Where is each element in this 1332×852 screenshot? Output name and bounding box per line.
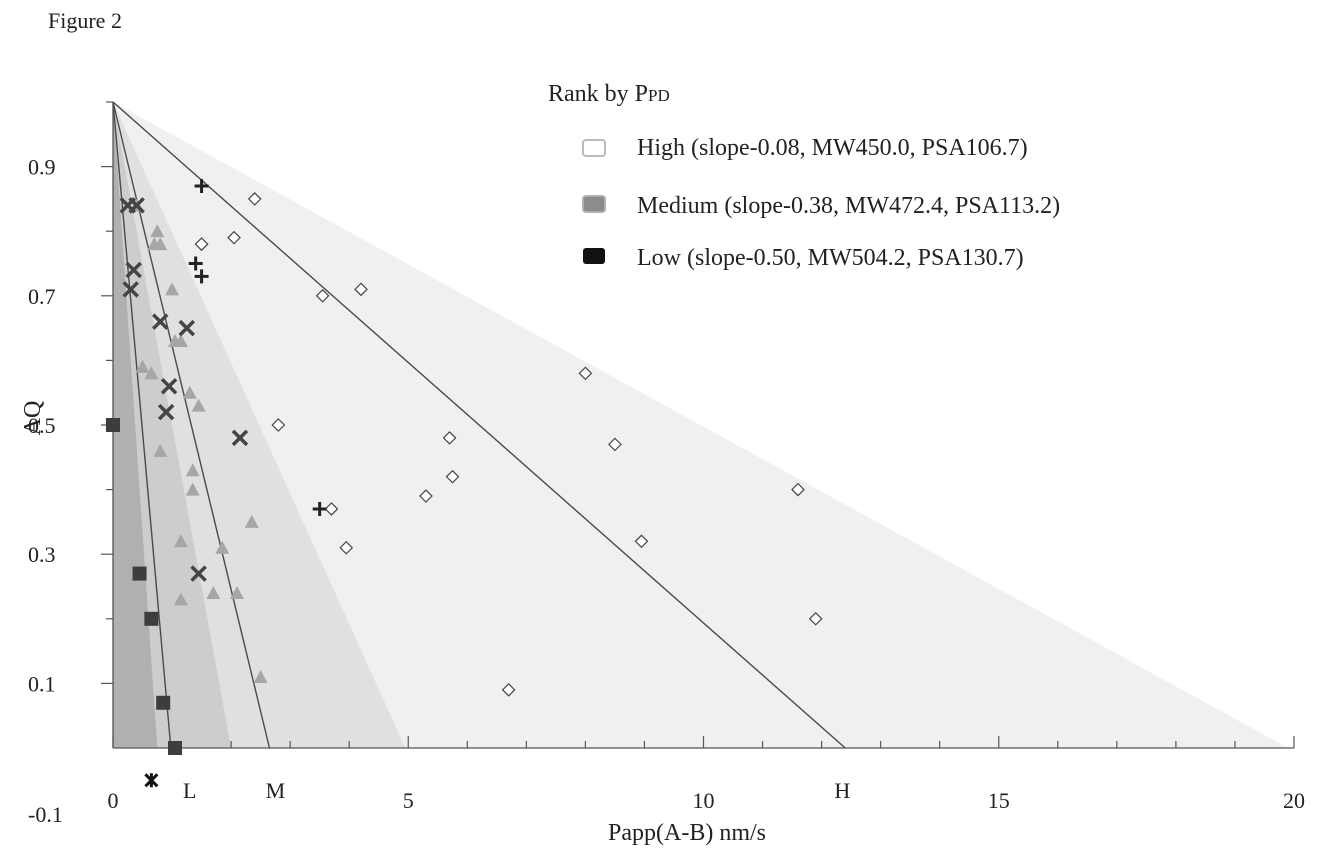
y-tick-label: 0.9 (28, 155, 56, 180)
triangle-point (185, 463, 200, 477)
triangle-point (191, 398, 206, 412)
triangle-point (165, 282, 180, 296)
legend-entry-low: Low (slope-0.50, MW504.2, PSA130.7) (583, 245, 1024, 271)
square-point (156, 695, 171, 710)
star-point (144, 773, 159, 788)
square-point (106, 418, 120, 432)
diamond-point (808, 611, 823, 626)
x-tick-label: 15 (988, 788, 1010, 813)
legend-entry-medium: Medium (slope-0.38, MW472.4, PSA113.2) (582, 193, 1060, 219)
triangle-point (144, 366, 159, 380)
plus-point (312, 501, 327, 516)
plus-point (194, 269, 209, 284)
square-point (144, 611, 159, 626)
x-tick-label: 0 (108, 788, 119, 813)
triangle-point (153, 237, 168, 251)
diamond-point (324, 502, 339, 516)
legend-title: Rank by PPD (548, 81, 670, 107)
triangle-point (182, 385, 197, 399)
diamond-point (419, 489, 433, 503)
tick-labels: 0 5 10 15 20 -0.1 0.1 0.3 0.5 0.7 0.9 L M H (28, 155, 1305, 827)
figure-label: Figure 2 (48, 8, 122, 33)
diamond-point (194, 237, 209, 251)
triangle-point (173, 334, 188, 348)
triangle-point (185, 482, 200, 496)
x-tick-label: 20 (1283, 788, 1305, 813)
square-point (168, 741, 183, 755)
diamond-point (271, 418, 286, 432)
line-label-l: L (183, 778, 196, 803)
y-axis-label: AQ (20, 401, 46, 436)
triangle-point (206, 585, 221, 599)
triangle-point (230, 585, 245, 599)
region-high (113, 102, 1289, 748)
triangle-point (244, 514, 259, 528)
line-label-h: H (834, 778, 850, 803)
legend-swatch-low (583, 248, 605, 264)
y-tick-label: 0.5 (28, 413, 56, 438)
shaded-regions (113, 102, 1289, 748)
diamond-point (354, 282, 368, 297)
legend-label-high: High (slope-0.08, MW450.0, PSA106.7) (637, 135, 1028, 161)
y-tick-label: 0.1 (28, 671, 56, 696)
legend-label-low: Low (slope-0.50, MW504.2, PSA130.7) (637, 245, 1024, 271)
fit-line-h (112, 101, 846, 749)
legend-label-medium: Medium (slope-0.38, MW472.4, PSA113.2) (637, 193, 1060, 219)
diamond-point (442, 431, 457, 445)
legend-swatch-medium (582, 195, 606, 213)
plus-point (188, 256, 203, 271)
cross-point (190, 565, 207, 582)
legend-swatch-high (582, 139, 606, 157)
diamond-point (445, 469, 460, 484)
diamond-point (791, 482, 805, 497)
diamond-point (247, 192, 262, 206)
x-tick-label: 5 (403, 788, 414, 813)
y-tick-label: -0.1 (28, 802, 63, 827)
triangle-point (153, 443, 168, 457)
diamond-point (315, 288, 330, 303)
triangle-point (150, 224, 165, 238)
region-lowest (113, 102, 158, 748)
triangle-point (173, 592, 188, 606)
diamond-point (608, 437, 622, 452)
square-point (132, 566, 147, 581)
plus-point (194, 178, 209, 193)
legend-title-sub: PD (648, 86, 670, 105)
diamond-point (339, 540, 354, 555)
diamond-point (227, 230, 241, 245)
legend: Rank by PPD High (slope-0.08, MW450.0, P… (548, 81, 1060, 271)
cross-point (231, 429, 249, 447)
cross-point (125, 261, 142, 279)
diamond-point (578, 366, 593, 381)
y-tick-label: 0.7 (28, 284, 56, 309)
triangle-point (215, 540, 230, 554)
cross-point (122, 281, 139, 298)
x-tick-label: 10 (693, 788, 715, 813)
cross-point (178, 319, 196, 337)
cross-point (157, 403, 175, 421)
cross-point (160, 378, 178, 395)
triangle-point (173, 534, 188, 548)
diamond-point (634, 534, 649, 549)
data-points (106, 178, 823, 788)
cross-point (152, 313, 169, 330)
diamond-point (501, 683, 516, 697)
triangle-point (135, 359, 150, 373)
legend-title-main: Rank by P (548, 81, 648, 107)
y-tick-label: 0.3 (28, 542, 56, 567)
cross-point (128, 197, 145, 214)
triangle-point (253, 669, 268, 683)
x-axis-label: Papp(A-B) nm/s (608, 820, 766, 846)
legend-entry-high: High (slope-0.08, MW450.0, PSA106.7) (582, 135, 1028, 161)
line-label-m: M (266, 778, 286, 803)
